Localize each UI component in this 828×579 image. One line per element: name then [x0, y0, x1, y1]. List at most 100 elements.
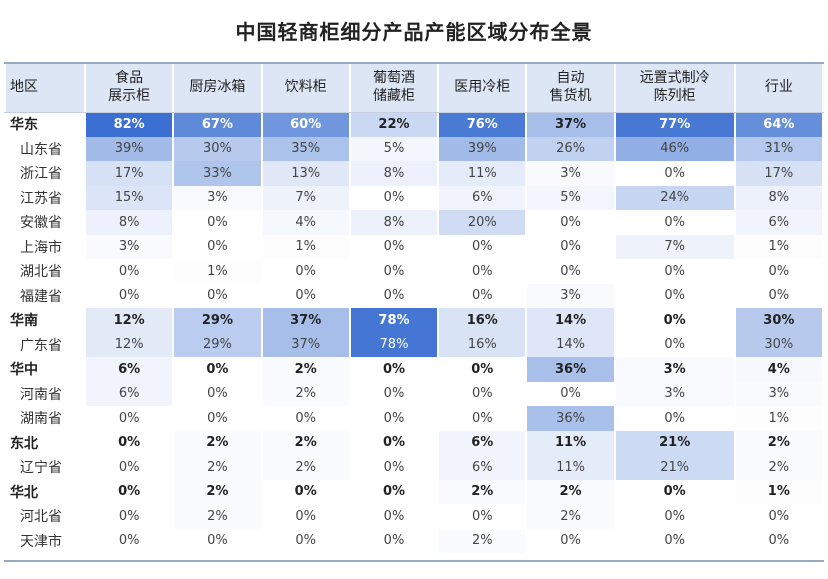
- value-cell: 0%: [174, 357, 261, 382]
- value-cell: 37%: [262, 308, 349, 333]
- value-cell: 7%: [615, 234, 734, 259]
- value-cell: 0%: [615, 161, 734, 186]
- column-header: 医用冷柜: [439, 62, 526, 112]
- value-cell: 0%: [439, 381, 526, 406]
- value-cell: 0%: [439, 259, 526, 284]
- value-cell: 31%: [735, 136, 822, 161]
- value-cell: 39%: [439, 136, 526, 161]
- value-cell: 0%: [262, 504, 349, 529]
- value-cell: 1%: [735, 234, 822, 259]
- value-cell: 8%: [735, 185, 822, 210]
- value-cell: 60%: [262, 112, 349, 137]
- value-cell: 0%: [350, 381, 438, 406]
- column-header: 自动 售货机: [527, 62, 614, 112]
- header-row: 地区 食品 展示柜 厨房冰箱 饮料柜 葡萄酒 储藏柜 医用冷柜 自动 售货机 远置式制冷 陈列柜 行业: [6, 62, 822, 112]
- value-cell: 2%: [527, 504, 614, 529]
- value-cell: 17%: [735, 161, 822, 186]
- value-cell: 14%: [527, 332, 614, 357]
- value-cell: 0%: [615, 504, 734, 529]
- province-row: 上海市 3% 0% 1% 0% 0% 0% 7% 1%: [6, 234, 822, 259]
- row-label: 湖南省: [20, 411, 62, 428]
- value-cell: 8%: [350, 161, 438, 186]
- value-cell: 0%: [350, 406, 438, 431]
- value-cell: 17%: [86, 161, 173, 186]
- row-label: 江苏省: [20, 190, 62, 207]
- value-cell: 4%: [262, 210, 349, 235]
- value-cell: 6%: [86, 381, 173, 406]
- value-cell: 0%: [86, 430, 173, 455]
- table-body: 华东 82% 67% 60% 22% 76% 37% 77% 64% 山东省 39% 30% 35% 5%…: [6, 112, 822, 553]
- value-cell: 12%: [86, 308, 173, 333]
- value-cell: 0%: [615, 259, 734, 284]
- value-cell: 0%: [350, 430, 438, 455]
- row-label: 山东省: [20, 141, 62, 158]
- value-cell: 5%: [350, 136, 438, 161]
- value-cell: 11%: [439, 161, 526, 186]
- value-cell: 1%: [735, 479, 822, 504]
- value-cell: 3%: [615, 357, 734, 382]
- value-cell: 29%: [174, 308, 261, 333]
- value-cell: 3%: [174, 185, 261, 210]
- province-row: 浙江省 17% 33% 13% 8% 11% 3% 0% 17%: [6, 161, 822, 186]
- value-cell: 0%: [350, 259, 438, 284]
- value-cell: 1%: [735, 406, 822, 431]
- column-header: 葡萄酒 储藏柜: [350, 62, 438, 112]
- value-cell: 46%: [615, 136, 734, 161]
- value-cell: 11%: [527, 455, 614, 480]
- value-cell: 3%: [527, 161, 614, 186]
- value-cell: 0%: [439, 504, 526, 529]
- value-cell: 0%: [735, 528, 822, 553]
- row-label: 华中: [10, 362, 38, 379]
- value-cell: 0%: [350, 504, 438, 529]
- value-cell: 0%: [174, 528, 261, 553]
- value-cell: 1%: [174, 259, 261, 284]
- value-cell: 16%: [439, 332, 526, 357]
- value-cell: 2%: [174, 504, 261, 529]
- value-cell: 0%: [350, 528, 438, 553]
- value-cell: 2%: [439, 479, 526, 504]
- value-cell: 0%: [735, 504, 822, 529]
- value-cell: 0%: [439, 406, 526, 431]
- value-cell: 0%: [615, 479, 734, 504]
- province-row: 广东省 12% 29% 37% 78% 16% 14% 0% 30%: [6, 332, 822, 357]
- value-cell: 0%: [350, 455, 438, 480]
- value-cell: 37%: [527, 112, 614, 137]
- value-cell: 2%: [735, 430, 822, 455]
- value-cell: 22%: [350, 112, 438, 137]
- value-cell: 21%: [615, 455, 734, 480]
- value-cell: 1%: [262, 234, 349, 259]
- value-cell: 0%: [615, 210, 734, 235]
- header-rule: [4, 112, 824, 113]
- value-cell: 0%: [86, 455, 173, 480]
- value-cell: 6%: [439, 430, 526, 455]
- value-cell: 0%: [350, 283, 438, 308]
- province-row: 福建省 0% 0% 0% 0% 0% 3% 0% 0%: [6, 283, 822, 308]
- row-label: 湖北省: [20, 264, 62, 281]
- value-cell: 3%: [527, 283, 614, 308]
- row-label: 东北: [10, 435, 38, 452]
- value-cell: 0%: [735, 283, 822, 308]
- province-row: 湖南省 0% 0% 0% 0% 0% 36% 0% 1%: [6, 406, 822, 431]
- region-row: 华东 82% 67% 60% 22% 76% 37% 77% 64%: [6, 112, 822, 137]
- value-cell: 2%: [174, 479, 261, 504]
- value-cell: 21%: [615, 430, 734, 455]
- column-header: 远置式制冷 陈列柜: [615, 62, 734, 112]
- value-cell: 36%: [527, 357, 614, 382]
- column-header: 饮料柜: [262, 62, 349, 112]
- row-label: 上海市: [20, 239, 62, 256]
- value-cell: 78%: [350, 332, 438, 357]
- value-cell: 0%: [262, 259, 349, 284]
- value-cell: 3%: [735, 381, 822, 406]
- value-cell: 0%: [262, 479, 349, 504]
- value-cell: 2%: [262, 357, 349, 382]
- header-region: 地区: [6, 62, 84, 112]
- province-row: 河北省 0% 2% 0% 0% 0% 2% 0% 0%: [6, 504, 822, 529]
- value-cell: 2%: [174, 455, 261, 480]
- value-cell: 11%: [527, 430, 614, 455]
- value-cell: 0%: [174, 381, 261, 406]
- value-cell: 0%: [527, 210, 614, 235]
- row-label: 福建省: [20, 288, 62, 305]
- value-cell: 26%: [527, 136, 614, 161]
- value-cell: 0%: [174, 406, 261, 431]
- value-cell: 64%: [735, 112, 822, 137]
